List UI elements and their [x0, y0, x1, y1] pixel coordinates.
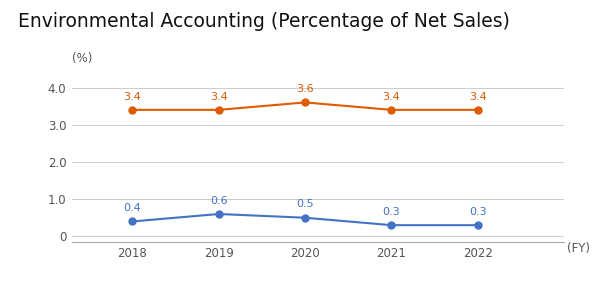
Investments	[301, 216, 308, 219]
Expenses	[301, 101, 308, 104]
Expenses	[129, 108, 136, 112]
Investments	[215, 212, 223, 216]
Expenses	[215, 108, 223, 112]
Investments	[474, 223, 481, 227]
Investments	[129, 220, 136, 223]
Text: 0.3: 0.3	[383, 207, 400, 217]
Text: (FY): (FY)	[567, 242, 590, 255]
Investments	[388, 223, 395, 227]
Text: 0.3: 0.3	[469, 207, 487, 217]
Text: 0.6: 0.6	[210, 196, 227, 206]
Text: (%): (%)	[72, 52, 92, 65]
Text: 3.4: 3.4	[469, 91, 487, 101]
Line: Investments: Investments	[129, 211, 481, 229]
Text: 0.5: 0.5	[296, 199, 314, 209]
Text: 0.4: 0.4	[124, 203, 141, 213]
Expenses	[474, 108, 481, 112]
Expenses	[388, 108, 395, 112]
Text: 3.6: 3.6	[296, 84, 314, 94]
Line: Expenses: Expenses	[129, 99, 481, 113]
Text: 3.4: 3.4	[124, 91, 141, 101]
Text: Environmental Accounting (Percentage of Net Sales): Environmental Accounting (Percentage of …	[18, 12, 510, 31]
Text: 3.4: 3.4	[210, 91, 227, 101]
Text: 3.4: 3.4	[382, 91, 400, 101]
